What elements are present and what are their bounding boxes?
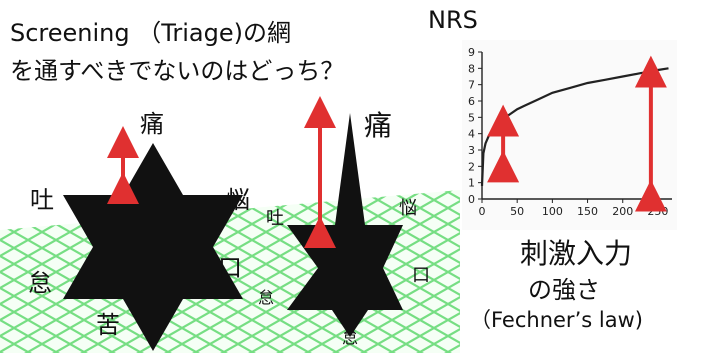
y-tick-label: 0 [468, 193, 475, 206]
x-tick-label: 100 [542, 205, 563, 218]
question-line-1: Screening （Triage)の網 [10, 19, 291, 47]
right-star-bottom-label: 怠 [342, 328, 359, 347]
y-tick-label: 8 [468, 62, 475, 75]
right-star-lower-right-label: 口 [412, 265, 430, 286]
x-tick-label: 200 [612, 205, 633, 218]
y-tick-label: 2 [468, 160, 475, 173]
stimulus-label-line-2: の強さ [528, 276, 600, 304]
y-tick-label: 6 [468, 95, 475, 108]
right-star [287, 113, 403, 337]
x-tick-label: 250 [647, 205, 668, 218]
y-tick-label: 3 [468, 144, 475, 157]
question-line-2: を通すべきでないのはどっち？ [10, 57, 345, 85]
y-tick-label: 1 [468, 177, 475, 190]
y-tick-label: 4 [468, 128, 475, 141]
right-star-lower-left-label: 怠 [258, 288, 275, 307]
chart-background [462, 40, 677, 230]
y-tick-label: 5 [468, 111, 475, 124]
left-star-lower-left-label: 怠 [28, 269, 52, 297]
right-star-top-label: 痛 [364, 109, 393, 142]
chart-title: NRS [428, 6, 478, 34]
y-tick-label: 9 [468, 46, 475, 59]
nrs-chart: 0 1 2 3 4 5 6 7 8 9 0 50 100 150 200 250 [462, 40, 677, 230]
x-tick-label: 50 [510, 205, 524, 218]
x-tick-label: 0 [479, 205, 486, 218]
left-star-top-label: 痛 [140, 110, 164, 138]
right-star-upper-right-label: 悩 [399, 198, 417, 219]
x-tick-label: 150 [577, 205, 598, 218]
stimulus-label-line-1: 刺激入力 [520, 237, 633, 270]
left-star-upper-right-label: 悩 [226, 186, 250, 214]
right-star-upper-left-label: 吐 [266, 208, 284, 229]
left-star-lower-right-label: 口 [218, 254, 242, 282]
stimulus-label-line-3: （Fechner’s law) [470, 308, 643, 332]
y-tick-label: 7 [468, 79, 475, 92]
left-star-bottom-label: 苦 [96, 311, 120, 339]
left-star-upper-left-label: 吐 [30, 186, 54, 214]
